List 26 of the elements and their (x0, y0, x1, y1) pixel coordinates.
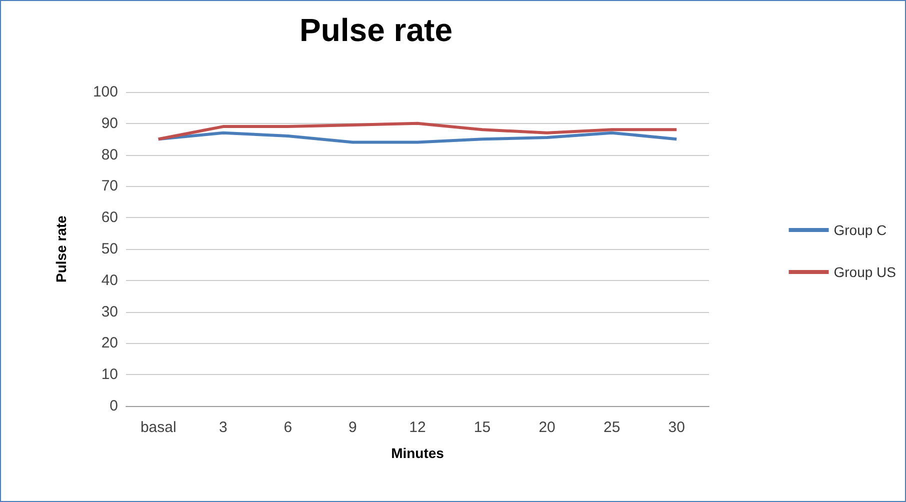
y-tick-label: 30 (101, 303, 118, 320)
x-tick-label: 15 (474, 419, 491, 436)
x-tick-label: 20 (538, 419, 556, 436)
y-axis-title: Pulse rate (53, 215, 69, 282)
y-tick-label: 50 (101, 240, 118, 258)
line-series (156, 122, 678, 141)
y-tick-label: 20 (101, 334, 118, 352)
y-tick-label: 70 (101, 178, 118, 195)
y-tick-label: 60 (101, 209, 118, 226)
legend-label: Group US (834, 264, 896, 280)
x-tick-label: 3 (218, 419, 228, 436)
x-tick-label: 30 (668, 419, 685, 436)
legend-label: Group C (834, 222, 887, 238)
y-tick-label: 80 (101, 146, 118, 164)
y-tick-label: 90 (101, 114, 118, 132)
y-tick-label: 0 (110, 398, 118, 414)
x-tick-label: basal (140, 419, 176, 436)
x-tick-label: 25 (603, 419, 620, 436)
x-tick-label: 12 (409, 419, 426, 436)
y-tick-label: 40 (101, 272, 118, 289)
x-tick-label: 9 (348, 419, 357, 436)
x-axis-title: Minutes (391, 445, 444, 461)
chart-title: Pulse rate (300, 12, 452, 48)
x-tick-label: 6 (284, 419, 292, 436)
y-tick-label: 100 (92, 84, 118, 100)
y-tick-label: 10 (101, 366, 118, 384)
